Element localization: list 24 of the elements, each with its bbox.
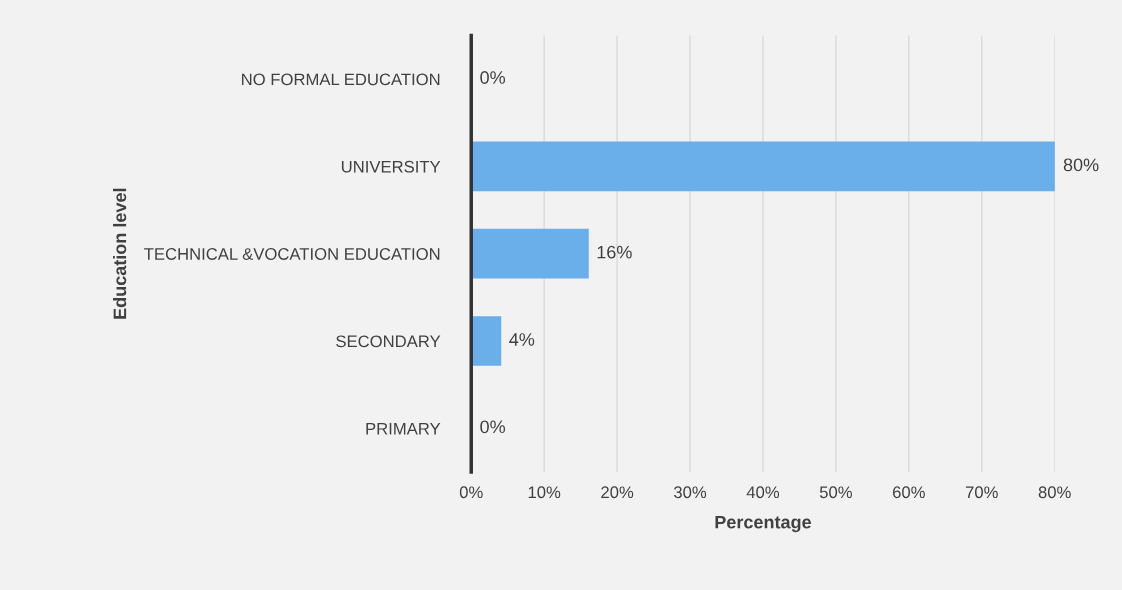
bar bbox=[471, 228, 589, 279]
data-label: 4% bbox=[509, 333, 535, 346]
x-tick-label: 10% bbox=[528, 486, 561, 499]
x-tick-label: 40% bbox=[746, 486, 780, 499]
y-tick-label: TECHNICAL &VOCATION EDUCATION bbox=[144, 248, 440, 260]
data-label: 80% bbox=[1063, 158, 1099, 172]
bar bbox=[471, 316, 502, 366]
x-tick-label: 50% bbox=[819, 486, 852, 499]
x-tick-label: 70% bbox=[965, 486, 998, 499]
x-tick-label: 80% bbox=[1038, 486, 1071, 499]
data-label: 0% bbox=[480, 71, 506, 84]
x-tick-label: 20% bbox=[601, 486, 634, 499]
y-tick-label: NO FORMAL EDUCATION bbox=[242, 73, 440, 86]
data-label: 0% bbox=[480, 420, 506, 434]
y-tick-label: SECONDARY bbox=[336, 335, 441, 348]
x-tick-label: 30% bbox=[673, 486, 707, 499]
y-axis-title: Education level bbox=[113, 188, 127, 319]
x-tick-label: 60% bbox=[892, 486, 925, 499]
data-label: 16% bbox=[597, 245, 632, 259]
bar bbox=[471, 141, 1055, 192]
y-tick-label: UNIVERSITY bbox=[341, 160, 441, 173]
x-axis-title: Percentage bbox=[715, 515, 812, 533]
y-tick-label: PRIMARY bbox=[366, 422, 441, 435]
x-tick-label: 0% bbox=[459, 486, 483, 499]
